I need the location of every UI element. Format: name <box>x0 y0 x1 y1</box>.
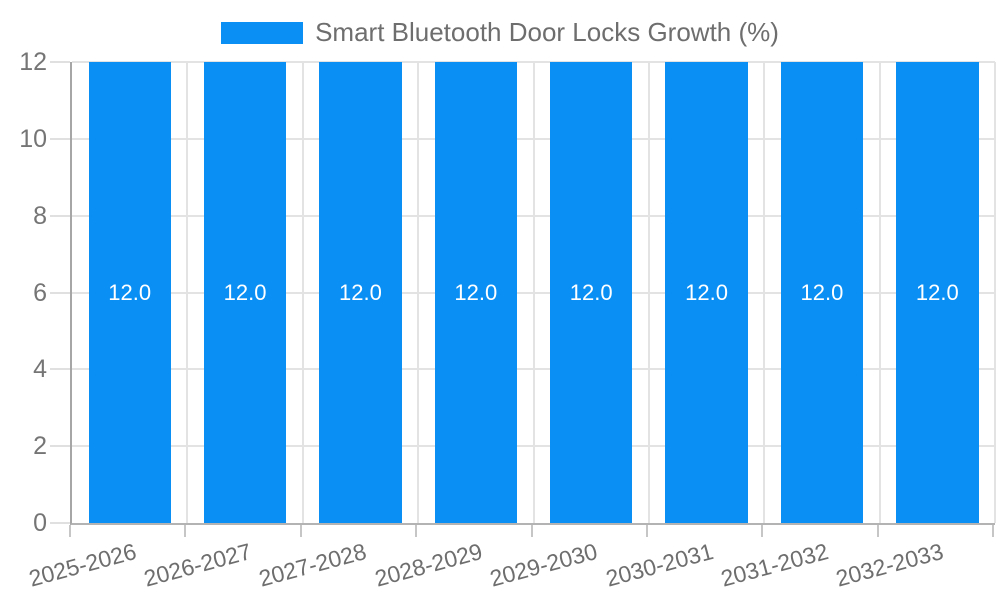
bar <box>88 62 171 523</box>
legend-swatch <box>221 21 304 44</box>
v-gridline <box>417 62 420 523</box>
bar <box>550 62 633 523</box>
y-tick <box>50 368 70 371</box>
y-tick-label: 6 <box>33 278 47 307</box>
y-tick <box>50 522 70 524</box>
bar <box>665 62 748 523</box>
bar <box>203 62 287 523</box>
v-gridline <box>186 62 189 523</box>
bar-value-label: 12.0 <box>800 279 844 305</box>
y-tick <box>50 137 70 140</box>
legend-label: Smart Bluetooth Door Locks Growth (%) <box>315 17 779 47</box>
legend: Smart Bluetooth Door Locks Growth (%) <box>0 17 1000 48</box>
v-gridline <box>532 62 535 523</box>
plot-area: 12.0 12.0 12.0 12.0 12.0 12.0 12.0 12.0 <box>70 61 996 525</box>
x-tick <box>184 525 187 537</box>
bar-value-label: 12.0 <box>223 279 267 305</box>
bar <box>780 62 864 523</box>
v-gridline <box>994 62 996 523</box>
bar-value-label: 12.0 <box>685 279 728 305</box>
x-tick <box>530 525 533 537</box>
x-tick <box>299 525 302 537</box>
y-tick <box>50 61 70 63</box>
v-gridline <box>647 62 650 523</box>
x-tick <box>69 525 71 537</box>
x-tick <box>876 525 879 537</box>
x-tick <box>645 525 648 537</box>
y-tick-label: 8 <box>33 201 47 230</box>
v-gridline <box>878 62 881 523</box>
y-tick <box>50 291 70 294</box>
bar-value-label: 12.0 <box>108 279 152 305</box>
x-tick <box>992 525 994 537</box>
bar <box>319 62 402 523</box>
x-tick <box>415 525 418 537</box>
bar-value-label: 12.0 <box>569 279 613 305</box>
y-tick-label: 10 <box>19 124 47 153</box>
bar-value-label: 12.0 <box>915 279 959 305</box>
y-tick <box>50 214 70 217</box>
y-tick-label: 2 <box>33 432 47 461</box>
bar <box>896 62 979 523</box>
x-tick <box>761 525 764 537</box>
bar <box>434 62 517 523</box>
y-tick-label: 0 <box>33 509 47 537</box>
v-gridline <box>301 62 304 523</box>
bar-value-label: 12.0 <box>454 279 498 305</box>
bar-value-label: 12.0 <box>339 279 382 305</box>
y-tick <box>50 445 70 448</box>
v-gridline <box>763 62 766 523</box>
y-tick-label: 12 <box>19 48 47 76</box>
y-tick-label: 4 <box>33 355 47 384</box>
